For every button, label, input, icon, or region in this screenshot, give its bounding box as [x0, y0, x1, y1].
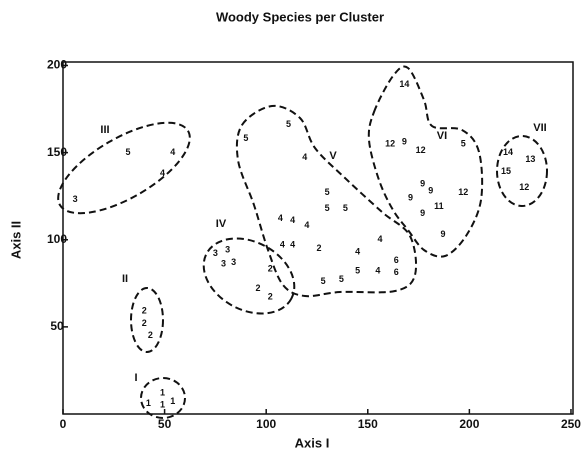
point: 2: [268, 264, 273, 274]
x-axis-label: Axis I: [295, 435, 330, 450]
cluster-outline: [130, 287, 164, 353]
point: 12: [416, 145, 426, 155]
cluster-outline: [367, 65, 484, 258]
point: 5: [321, 276, 326, 286]
point: 1: [160, 387, 165, 397]
cluster-label: V: [329, 150, 337, 162]
point: 2: [142, 306, 147, 316]
x-tick-label: 50: [158, 417, 172, 431]
point: 12: [385, 138, 395, 148]
point: 13: [525, 154, 535, 164]
point: 6: [394, 267, 399, 277]
y-tick-label: 200: [47, 58, 67, 72]
x-tick-label: 150: [358, 417, 378, 431]
point: 4: [278, 213, 283, 223]
point: 1: [170, 396, 175, 406]
point: 3: [231, 257, 236, 267]
cluster-label: IV: [216, 218, 227, 230]
point: 5: [243, 133, 248, 143]
cluster-outline: [496, 135, 548, 207]
point: 4: [280, 239, 285, 249]
y-tick-label: 100: [47, 232, 67, 246]
point: 4: [302, 152, 307, 162]
point: 3: [73, 194, 78, 204]
point: 3: [213, 248, 218, 258]
point: 9: [428, 185, 433, 195]
point: 5: [286, 119, 291, 129]
point: 5: [126, 147, 131, 157]
y-tick-label: 50: [50, 319, 64, 333]
point: 5: [461, 138, 466, 148]
point: 1: [160, 400, 165, 410]
point: 14: [399, 79, 409, 89]
point: 5: [325, 203, 330, 213]
x-tick-label: 0: [60, 417, 67, 431]
point: 4: [290, 239, 295, 249]
point: 5: [339, 274, 344, 284]
plot-frame: [62, 61, 574, 415]
point: 12: [519, 182, 529, 192]
point: 14: [503, 147, 513, 157]
y-tick-label: 150: [47, 145, 67, 159]
point: 9: [420, 208, 425, 218]
chart-title: Woody Species per Cluster: [216, 9, 384, 24]
point: 15: [501, 166, 511, 176]
cluster-outline: [235, 104, 418, 298]
point: 12: [458, 187, 468, 197]
point: 4: [304, 220, 309, 230]
point: 4: [290, 215, 295, 225]
cluster-label: VII: [533, 122, 546, 134]
cluster-outline: [140, 377, 186, 419]
point: 2: [148, 330, 153, 340]
point: 9: [402, 137, 407, 147]
point: 2: [256, 283, 261, 293]
point: 3: [221, 259, 226, 269]
point: 11: [434, 201, 444, 211]
point: 4: [355, 246, 360, 256]
point: 6: [394, 255, 399, 265]
cluster-label: III: [100, 124, 109, 136]
point: 9: [408, 192, 413, 202]
x-tick-label: 200: [459, 417, 479, 431]
point: 4: [170, 147, 175, 157]
point: 5: [343, 203, 348, 213]
point: 1: [146, 398, 151, 408]
point: 2: [142, 318, 147, 328]
point: 4: [375, 265, 380, 275]
x-tick-label: 250: [561, 417, 581, 431]
cluster-label: VI: [437, 130, 447, 142]
cluster-outline: [202, 237, 296, 315]
point: 4: [160, 168, 165, 178]
cluster-outline: [57, 121, 191, 215]
point: 3: [225, 245, 230, 255]
point: 2: [268, 292, 273, 302]
x-tick-label: 100: [256, 417, 276, 431]
cluster-outlines: [57, 121, 548, 419]
point: 5: [325, 187, 330, 197]
y-axis-label: Axis II: [8, 221, 23, 259]
point: 2: [317, 243, 322, 253]
cluster-label: I: [134, 372, 137, 384]
point: 9: [420, 178, 425, 188]
cluster-label: II: [122, 273, 128, 285]
point: 5: [355, 265, 360, 275]
point: 4: [377, 234, 382, 244]
point: 9: [440, 229, 445, 239]
